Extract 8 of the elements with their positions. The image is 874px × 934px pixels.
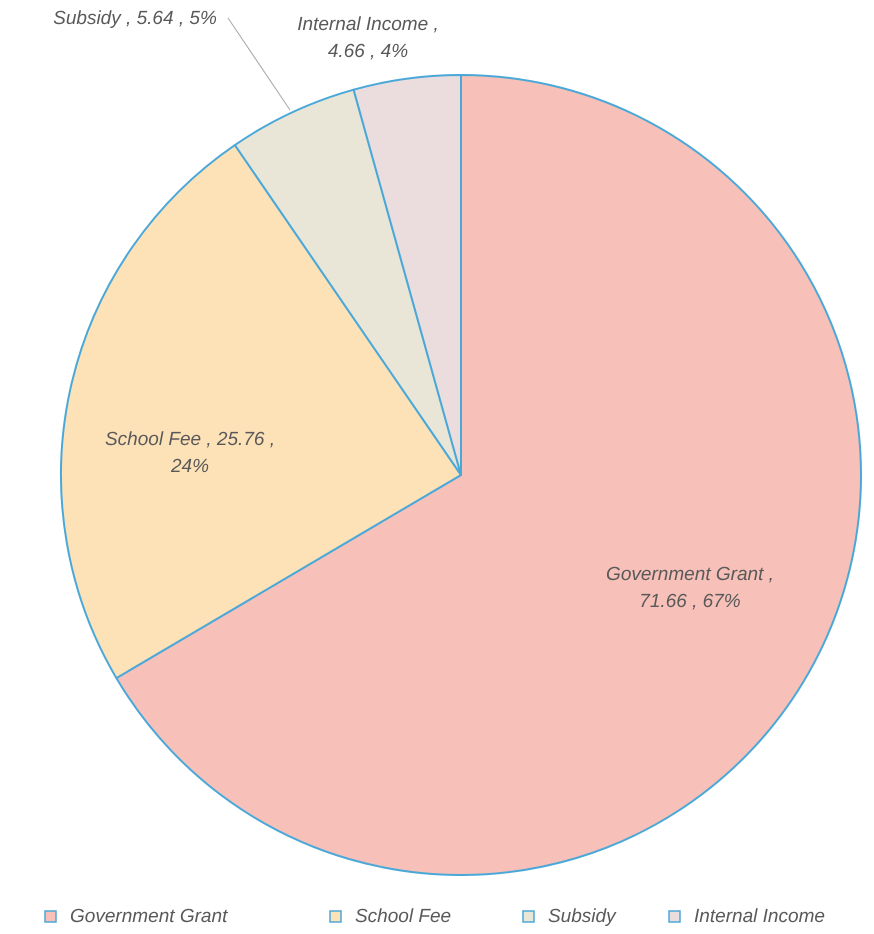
data-label: Internal Income , 4.66 , 4% bbox=[297, 14, 439, 62]
data-label: Government Grant , 71.66 , 67% bbox=[606, 564, 774, 612]
legend-label: School Fee bbox=[355, 906, 452, 927]
legend-label: Government Grant bbox=[70, 906, 228, 927]
legend-label: Subsidy bbox=[548, 906, 618, 927]
legend-label: Internal Income bbox=[694, 906, 825, 927]
data-label: Subsidy , 5.64 , 5% bbox=[53, 8, 217, 29]
data-label: School Fee , 25.76 , 24% bbox=[104, 429, 276, 477]
